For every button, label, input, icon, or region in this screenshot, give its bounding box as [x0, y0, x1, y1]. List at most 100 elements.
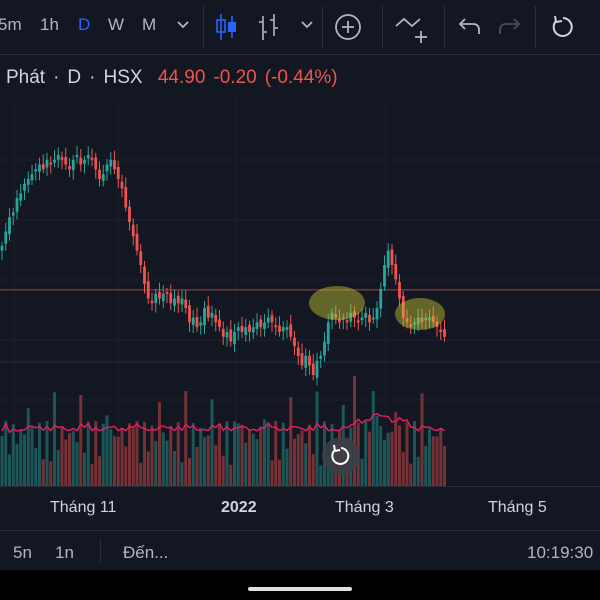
candle-body: [293, 337, 296, 347]
candle-body: [435, 321, 439, 328]
bar-chart-icon[interactable]: [256, 12, 280, 42]
candle-body: [319, 355, 323, 359]
volume-bar: [236, 423, 240, 486]
candle-body: [431, 315, 435, 323]
clock: 10:19:30: [527, 543, 594, 562]
volume-bar: [128, 423, 131, 486]
volume-bar: [394, 411, 398, 486]
volume-bar: [233, 421, 236, 486]
range-5y-button[interactable]: 5n: [13, 543, 32, 562]
candle-body: [60, 157, 64, 160]
volume-bar: [203, 437, 206, 486]
volume-bar: [41, 459, 45, 486]
volume-bar: [401, 452, 405, 486]
volume-bar: [424, 445, 428, 486]
add-indicator-icon[interactable]: [333, 12, 363, 42]
candle-body: [413, 322, 416, 325]
undo-icon[interactable]: [458, 16, 482, 38]
time-label: 2022: [221, 499, 257, 516]
volume-bar: [319, 465, 323, 486]
volume-bar: [431, 436, 435, 486]
volume-bar: [64, 439, 68, 486]
symbol-exchange: HSX: [103, 67, 143, 88]
candle-body: [199, 322, 203, 326]
symbol-interval: D: [67, 67, 82, 88]
candle-body: [15, 198, 19, 212]
goto-date-button[interactable]: Đến...: [123, 543, 169, 562]
candle-body: [71, 159, 75, 171]
symbol-legend[interactable]: Phát · D · HSX 44.90 -0.20 (-0.44%): [6, 67, 346, 89]
candle-body: [0, 245, 4, 251]
volume-bar: [311, 453, 315, 486]
volume-bar: [439, 428, 443, 486]
volume-bar: [146, 451, 150, 486]
volume-bar: [180, 462, 184, 486]
candle-body: [274, 325, 278, 328]
timeframe-w[interactable]: W: [108, 15, 125, 34]
timeframe-m[interactable]: M: [142, 15, 157, 34]
volume-bar: [191, 423, 195, 486]
volume-bar: [443, 445, 446, 486]
time-axis[interactable]: Tháng 11 2022 Tháng 3 Tháng 5: [0, 486, 600, 527]
timeframe-1h[interactable]: 1h: [40, 15, 59, 34]
divider: [535, 6, 536, 48]
volume-bar: [19, 430, 23, 486]
volume-bar: [244, 442, 248, 486]
volume-bar: [75, 442, 79, 486]
volume-bar: [368, 431, 371, 486]
reset-chart-button[interactable]: [322, 437, 360, 475]
volume-bar: [83, 452, 86, 486]
candle-body: [439, 329, 443, 332]
volume-bar: [30, 427, 34, 486]
candle-body: [98, 169, 101, 179]
price-change-percent: (-0.44%): [264, 67, 338, 88]
timeframe-d[interactable]: D: [78, 15, 91, 34]
candle-body: [120, 181, 124, 189]
candle-body: [360, 317, 364, 321]
top-toolbar: 5m 1h D W M: [0, 0, 600, 55]
volume-bar: [364, 421, 368, 486]
volume-bar: [120, 428, 124, 486]
candle-body: [315, 360, 319, 378]
range-1y-button[interactable]: 1n: [55, 543, 74, 562]
candle-body: [368, 314, 371, 323]
candle-body: [214, 314, 218, 323]
time-label: Tháng 5: [488, 499, 547, 516]
candle-body: [420, 317, 424, 323]
candlestick-icon[interactable]: [214, 12, 238, 42]
chevron-down-icon[interactable]: [300, 20, 314, 30]
candle-body: [94, 157, 98, 170]
reset-icon[interactable]: [550, 14, 576, 40]
candle-body: [326, 322, 330, 344]
highlight-ellipse: [395, 298, 445, 330]
candle-body: [311, 363, 315, 375]
volume-bar: [405, 421, 409, 486]
volume-bar: [371, 391, 375, 486]
volume-ma-line: [1, 413, 445, 434]
volume-bar: [34, 448, 38, 486]
volume-bar: [165, 440, 169, 486]
candle-body: [338, 318, 341, 323]
timeframe-5m[interactable]: 5m: [0, 15, 22, 34]
redo-icon[interactable]: [497, 16, 521, 38]
candle-body: [259, 319, 263, 328]
compare-symbol-icon[interactable]: [394, 12, 430, 44]
candle-body: [304, 355, 308, 368]
volume-bar: [56, 449, 60, 486]
separator-dot: ·: [53, 67, 60, 88]
highlight-ellipse: [309, 286, 365, 320]
price-chart[interactable]: [0, 100, 600, 486]
home-indicator[interactable]: [248, 587, 352, 591]
candle-body: [251, 327, 255, 333]
candle-body: [195, 316, 199, 328]
candle-body: [68, 166, 71, 170]
volume-bar: [225, 421, 229, 486]
volume-bar: [109, 428, 113, 486]
candle-body: [38, 164, 41, 172]
candle-body: [390, 249, 394, 265]
chevron-down-icon[interactable]: [176, 20, 190, 30]
volume-bar: [45, 421, 49, 486]
volume-bar: [270, 460, 274, 486]
candle-body: [353, 311, 356, 318]
candle-body: [139, 251, 143, 265]
